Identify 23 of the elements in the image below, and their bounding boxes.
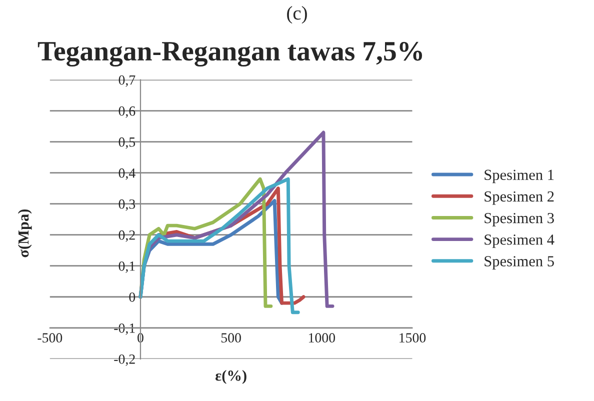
x-tick-label: 1500 bbox=[400, 333, 426, 343]
legend-label: Spesimen 4 bbox=[484, 234, 554, 248]
x-axis-title: ε(%) bbox=[215, 370, 246, 384]
text: (c) bbox=[287, 6, 307, 24]
x-tick-label: 1000 bbox=[308, 333, 336, 343]
y-tick-label: 0,4 bbox=[118, 168, 136, 180]
x-tick-label: -500 bbox=[38, 333, 62, 343]
y-tick-label: 0,1 bbox=[118, 261, 135, 273]
y-tick-label: 0 bbox=[129, 292, 136, 302]
y-axis-title: σ(Mpa) bbox=[18, 209, 32, 258]
x-tick-label: 500 bbox=[221, 333, 241, 343]
y-tick-label: -0,2 bbox=[114, 354, 135, 366]
legend-label: Spesimen 3 bbox=[484, 212, 554, 226]
y-tick-label: 0,3 bbox=[118, 199, 136, 211]
legend-label: Spesimen 1 bbox=[484, 170, 554, 184]
y-tick-label: 0,7 bbox=[118, 75, 136, 87]
line-series bbox=[138, 177, 300, 314]
y-tick-label: 0,2 bbox=[118, 230, 135, 242]
chart-title: Tegangan-Regangan tawas 7,5% bbox=[38, 42, 422, 66]
y-tick-label: 0,5 bbox=[118, 137, 136, 149]
y-tick-label: 0,6 bbox=[118, 106, 136, 118]
legend-label: Spesimen 5 bbox=[484, 256, 554, 270]
legend-label: Spesimen 2 bbox=[484, 191, 554, 205]
